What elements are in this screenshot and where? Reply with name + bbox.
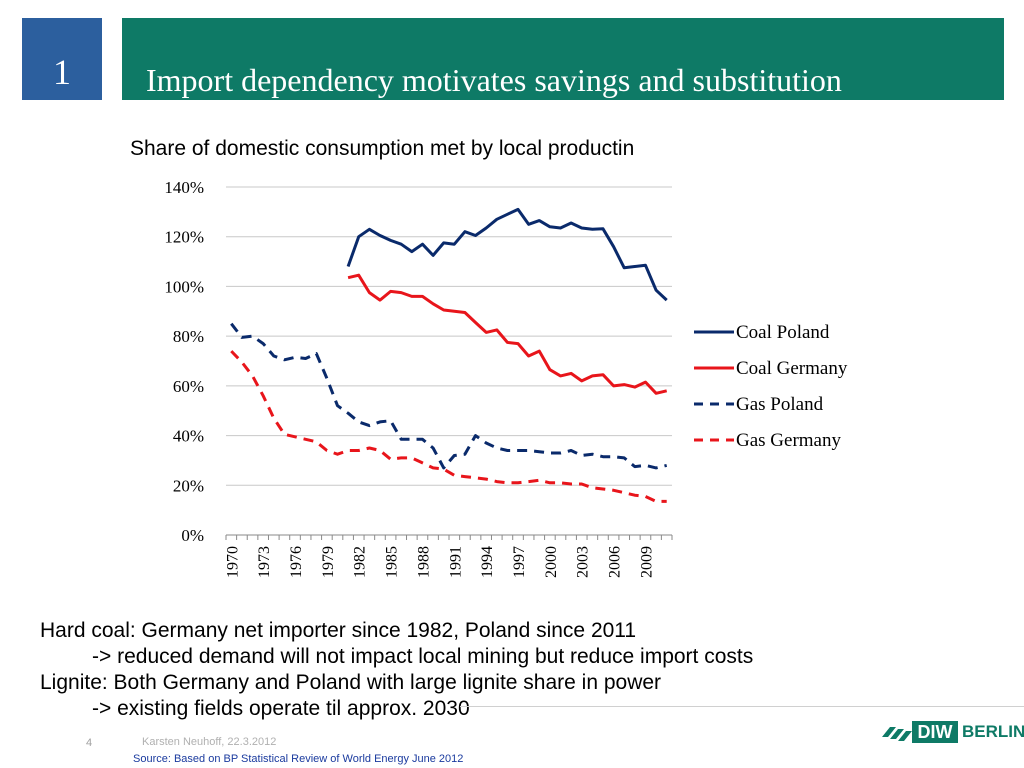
y-tick-label: 80%: [173, 327, 204, 346]
x-tick-label: 2009: [638, 546, 655, 578]
y-tick-label: 40%: [173, 427, 204, 446]
series-line-gas-germany: [230, 350, 667, 503]
x-tick-label: 2000: [543, 546, 560, 578]
legend-label: Coal Poland: [736, 322, 830, 343]
legend-label: Gas Germany: [736, 430, 841, 451]
page-number: 4: [86, 737, 93, 749]
series-line-coal-germany: [347, 273, 668, 395]
chart-title: Share of domestic consumption met by loc…: [130, 137, 635, 160]
author-date: Karsten Neuhoff, 22.3.2012: [142, 736, 277, 748]
legend-label: Gas Poland: [736, 394, 824, 415]
y-tick-label: 0%: [181, 526, 204, 545]
slide-title: Import dependency motivates savings and …: [146, 62, 842, 98]
bullet-item-3: -> existing fields operate til approx. 2…: [92, 697, 470, 720]
x-tick-label: 1973: [256, 546, 273, 578]
y-tick-label: 60%: [173, 377, 204, 396]
y-tick-label: 140%: [164, 178, 204, 197]
series-line-gas-poland: [230, 322, 668, 470]
logo-stripes-icon: [882, 727, 912, 741]
footer-divider: [460, 706, 1024, 707]
bullet-item-2: Lignite: Both Germany and Poland with la…: [40, 671, 662, 694]
x-tick-label: 1976: [288, 546, 305, 578]
series-line-coal-poland: [346, 207, 668, 302]
line-chart: 0% 20% 40% 60% 80% 100% 120% 140% 1970 1973 1976 19…: [164, 178, 848, 578]
x-tick-label: 1994: [479, 546, 496, 578]
logo-diw-text: DIW: [912, 721, 958, 743]
bullet-item-0: Hard coal: Germany net importer since 19…: [40, 619, 637, 642]
x-tick-label: 1997: [511, 546, 528, 578]
bullet-item-1: -> reduced demand will not impact local …: [92, 645, 754, 668]
x-tick-label: 1988: [415, 546, 432, 578]
x-tick-label: 1979: [320, 546, 337, 578]
logo-berlin-text: BERLIN: [962, 722, 1024, 741]
legend-label: Coal Germany: [736, 358, 848, 379]
bullet-list: Hard coal: Germany net importer since 19…: [40, 618, 753, 722]
title-bar: Import dependency motivates savings and …: [122, 18, 1004, 100]
x-tick-label: 2006: [607, 546, 624, 578]
x-tick-label: 1982: [352, 546, 369, 578]
source-note: Source: Based on BP Statistical Review o…: [133, 753, 464, 765]
y-tick-label: 120%: [164, 228, 204, 247]
x-tick-label: 1991: [447, 546, 464, 578]
slide-number-box: 1: [22, 18, 102, 100]
slide-number: 1: [53, 52, 71, 92]
y-tick-label: 100%: [164, 277, 204, 296]
x-tick-label: 2003: [575, 546, 592, 578]
diw-berlin-logo: DIW BERLIN: [882, 721, 1024, 743]
y-tick-label: 20%: [173, 476, 204, 495]
x-tick-label: 1985: [384, 546, 401, 578]
x-tick-label: 1970: [224, 546, 241, 578]
